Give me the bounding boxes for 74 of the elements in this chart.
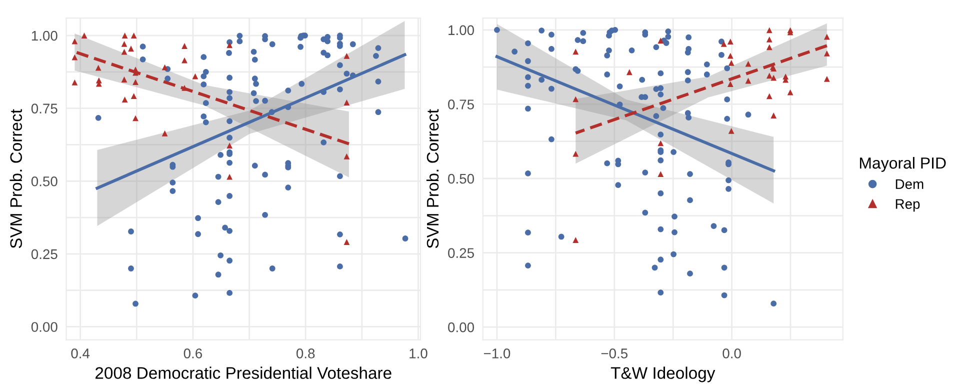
y-axis-title: SVM Prob. Correct [10, 109, 22, 248]
point [658, 171, 664, 177]
point [72, 38, 78, 44]
point [626, 69, 632, 76]
y-tick-label: 0.75 [31, 104, 58, 114]
point [572, 237, 579, 243]
x-axis-title: T&W Ideology [610, 366, 716, 382]
point [658, 38, 664, 44]
point [766, 93, 772, 100]
x-tick-label: 0.4 [71, 348, 90, 358]
point [572, 150, 579, 157]
point [226, 174, 233, 180]
legend-title: Mayoral PID [860, 156, 946, 172]
point [572, 96, 579, 102]
x-tick-label: 0.0 [722, 348, 741, 358]
point [728, 128, 734, 134]
point [122, 32, 128, 38]
legend-label: Rep [896, 199, 920, 212]
x-tick-label: −0.5 [601, 348, 628, 358]
point [344, 153, 350, 160]
point [344, 100, 350, 106]
point [162, 130, 168, 136]
point [766, 27, 772, 34]
y-tick-label: 0.00 [31, 322, 58, 332]
point [658, 140, 664, 146]
point [344, 52, 350, 59]
point [72, 79, 78, 86]
point [122, 96, 128, 103]
point [572, 48, 579, 55]
y-tick-label: 1.00 [448, 25, 474, 36]
y-tick-label: 0.25 [448, 248, 474, 258]
y-tick-label: 0.00 [448, 322, 474, 332]
point [787, 89, 794, 96]
point [226, 142, 233, 149]
point [766, 72, 772, 79]
point [121, 41, 128, 47]
point [72, 54, 78, 60]
x-axis-title: 2008 Democratic Presidential Voteshare [96, 366, 392, 379]
point [766, 44, 772, 50]
point [727, 81, 734, 87]
point [766, 36, 772, 42]
point [745, 60, 752, 67]
point [226, 42, 233, 48]
x-tick-label: 1.0 [410, 348, 428, 358]
point [162, 64, 168, 70]
point [824, 50, 830, 56]
point [727, 38, 734, 44]
x-tick-label: 0.8 [296, 348, 315, 358]
point [182, 43, 188, 49]
point [344, 239, 350, 245]
point [132, 79, 138, 86]
point [720, 40, 727, 47]
point [121, 48, 128, 55]
point [95, 64, 102, 71]
x-tick-label: 0.6 [184, 348, 202, 358]
point [728, 60, 734, 66]
legend-label: Dem [896, 179, 924, 190]
point [121, 76, 128, 82]
x-tick-label: −1.0 [484, 348, 510, 358]
y-tick-label: 0.75 [448, 100, 474, 110]
point [130, 32, 137, 38]
point [81, 32, 88, 38]
y-axis-title: SVM Prob. Correct [426, 109, 439, 248]
point [770, 74, 777, 81]
point [770, 112, 777, 118]
y-tick-label: 0.50 [31, 176, 58, 186]
point [727, 52, 734, 59]
point [824, 34, 830, 40]
y-tick-label: 0.50 [448, 174, 474, 184]
y-tick-label: 0.25 [31, 249, 58, 260]
point [824, 76, 830, 82]
point [130, 93, 137, 100]
y-tick-label: 1.00 [32, 30, 58, 41]
point [128, 46, 134, 52]
